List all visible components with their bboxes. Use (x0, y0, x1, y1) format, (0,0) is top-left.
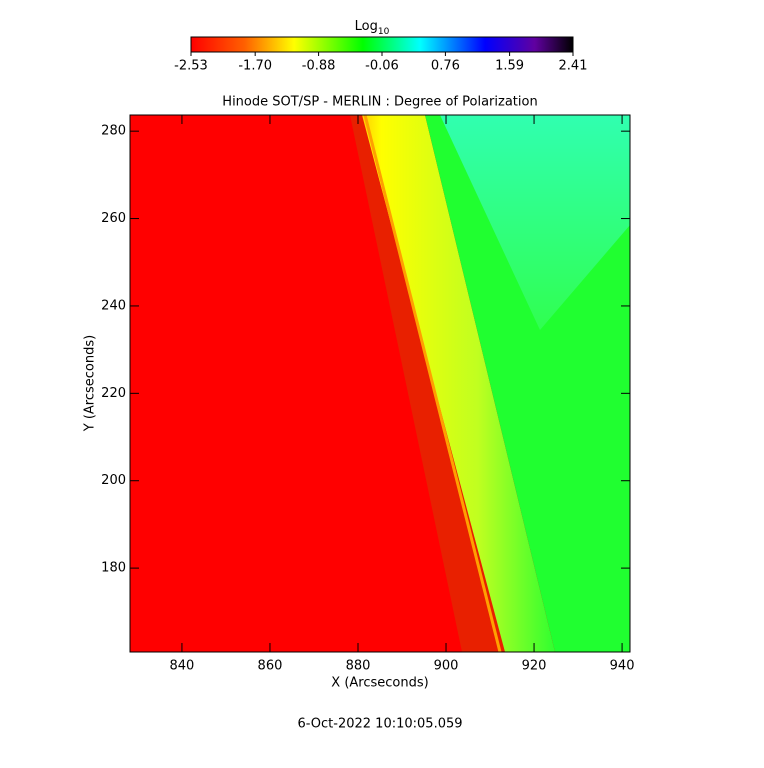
chart-title: Hinode SOT/SP - MERLIN : Degree of Polar… (222, 95, 537, 110)
x-tick-label: 900 (434, 659, 459, 674)
plot-frame (129, 114, 631, 653)
y-tick-label: 280 (101, 124, 126, 139)
colorbar-tick-label: 1.59 (495, 59, 524, 74)
colorbar-tick-label: -2.53 (174, 59, 208, 74)
colorbar-tick-label: 2.41 (559, 59, 588, 74)
y-tick-label: 260 (101, 211, 126, 226)
x-tick-label: 880 (346, 659, 371, 674)
y-tick-label: 220 (101, 386, 126, 401)
colorbar-label: Log10 (355, 19, 390, 37)
x-tick-label: 940 (610, 659, 635, 674)
y-tick-label: 200 (101, 473, 126, 488)
x-tick-label: 920 (522, 659, 547, 674)
x-tick-label: 860 (258, 659, 283, 674)
y-tick-label: 240 (101, 298, 126, 313)
colorbar-tick-label: -1.70 (238, 59, 272, 74)
y-axis-label: Y (Arcseconds) (83, 335, 98, 432)
x-tick-label: 840 (170, 659, 195, 674)
image (130, 114, 630, 653)
x-axis-label: X (Arcseconds) (331, 676, 428, 691)
colorbar-tick-label: -0.88 (302, 59, 336, 74)
y-tick-label: 180 (101, 561, 126, 576)
footer: 6-Oct-2022 10:10:05.059 (297, 717, 462, 732)
colorbar (190, 36, 574, 53)
colorbar-tick-label: 0.76 (431, 59, 460, 74)
colorbar-tick-label: -0.06 (365, 59, 399, 74)
